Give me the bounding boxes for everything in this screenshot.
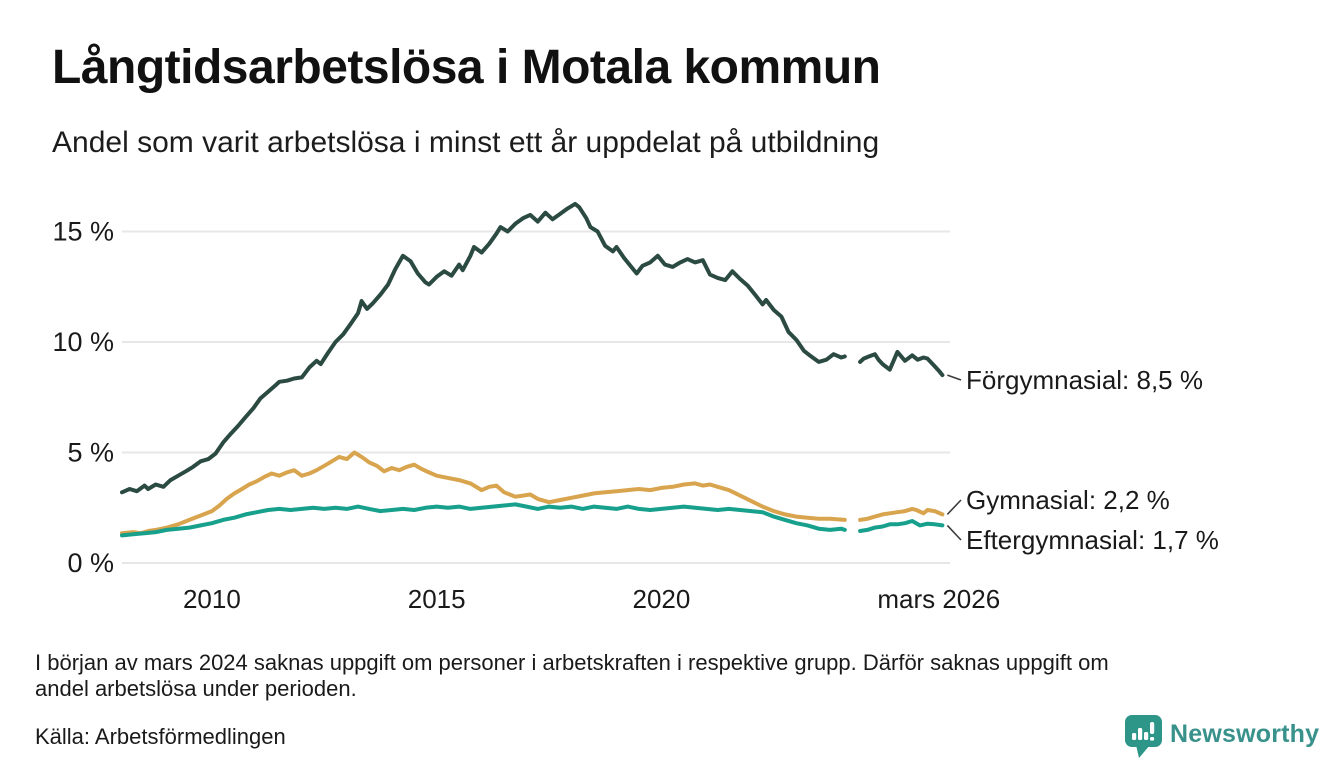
- series-label-eftergymnasial: Eftergymnasial: 1,7 %: [966, 525, 1219, 555]
- leader-line: [946, 499, 962, 515]
- footnote: I början av mars 2024 saknas uppgift om …: [35, 650, 1305, 702]
- series-line-eftergymnasial: [858, 519, 945, 533]
- y-tick-label: 0 %: [67, 548, 114, 578]
- series-label-gymnasial: Gymnasial: 2,2 %: [966, 485, 1170, 515]
- series-line-gymnasial: [120, 450, 847, 536]
- series-line-eftergymnasial: [120, 502, 847, 538]
- page-subtitle: Andel som varit arbetslösa i minst ett å…: [52, 126, 880, 159]
- x-tick-label: 2020: [632, 584, 690, 614]
- y-tick-label: 5 %: [67, 438, 114, 468]
- x-tick-label: mars 2026: [877, 584, 1000, 614]
- leader-line: [947, 374, 962, 381]
- source-note: Källa: Arbetsförmedlingen: [35, 724, 286, 749]
- y-tick-label: 10 %: [52, 327, 114, 357]
- leader-line: [946, 524, 962, 541]
- newsworthy-logo: Newsworthy: [1124, 712, 1324, 760]
- x-tick-label: 2015: [408, 584, 466, 614]
- newsworthy-bubble-chart-icon: [1125, 715, 1162, 758]
- footnote-line-1: I början av mars 2024 saknas uppgift om …: [35, 650, 1109, 675]
- page-title: Långtidsarbetslösa i Motala kommun: [52, 41, 881, 94]
- series-line-förgymnasial: [858, 349, 945, 378]
- x-tick-label: 2010: [183, 584, 241, 614]
- series-label-forgymnasial: Förgymnasial: 8,5 %: [966, 365, 1203, 395]
- series-line-gymnasial: [858, 506, 945, 522]
- footnote-line-2: andel arbetslösa under perioden.: [35, 676, 357, 701]
- y-tick-label: 15 %: [52, 217, 114, 247]
- newsworthy-wordmark: Newsworthy: [1170, 720, 1320, 748]
- series-line-förgymnasial: [120, 201, 847, 495]
